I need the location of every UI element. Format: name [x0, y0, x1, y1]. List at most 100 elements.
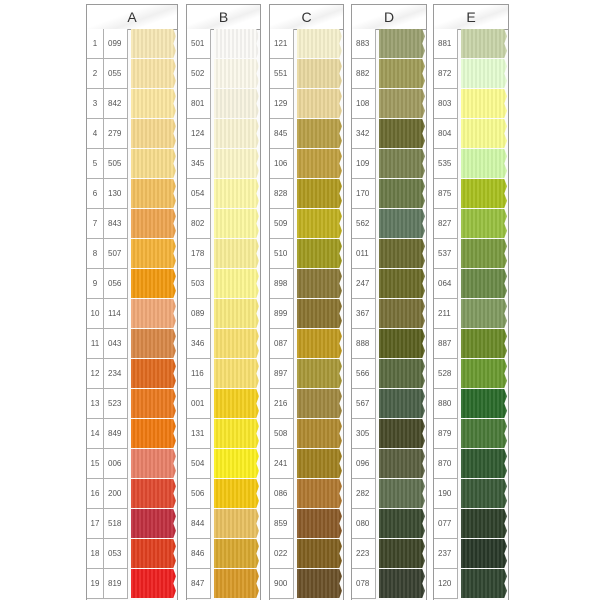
color-code: 551: [270, 59, 294, 89]
swatch-row: 367: [352, 299, 426, 329]
color-code: 847: [187, 569, 211, 599]
swatch-row: 881: [434, 29, 508, 59]
color-swatch: [297, 299, 342, 328]
swatch-row: 847: [187, 569, 260, 599]
label-cells: 14 849: [87, 419, 128, 449]
color-code: 879: [434, 419, 458, 449]
color-swatch: [461, 509, 507, 538]
color-swatch: [297, 119, 342, 148]
color-swatch: [379, 419, 425, 448]
swatch-row: 879: [434, 419, 508, 449]
color-swatch: [461, 119, 507, 148]
color-swatch: [131, 509, 176, 538]
color-code: 078: [352, 569, 376, 599]
swatch-row: 077: [434, 509, 508, 539]
label-cells: 108: [352, 89, 376, 119]
swatch-row: 12 234: [87, 359, 177, 389]
label-cells: 131: [187, 419, 211, 449]
label-cells: 870: [434, 449, 458, 479]
color-swatch: [214, 209, 259, 238]
color-swatch: [379, 329, 425, 358]
swatch-row: 872: [434, 59, 508, 89]
label-cells: 8 507: [87, 239, 128, 269]
color-swatch: [214, 299, 259, 328]
color-swatch: [461, 449, 507, 478]
label-cells: 054: [187, 179, 211, 209]
label-cells: 801: [187, 89, 211, 119]
color-code: 535: [434, 149, 458, 179]
color-code: 247: [352, 269, 376, 299]
label-cells: 022: [270, 539, 294, 569]
color-swatch: [297, 179, 342, 208]
color-swatch: [214, 389, 259, 418]
label-cells: 506: [187, 479, 211, 509]
color-swatch: [131, 119, 176, 148]
color-code: 801: [187, 89, 211, 119]
color-code: 802: [187, 209, 211, 239]
label-cells: 4 279: [87, 119, 128, 149]
row-number: 2: [87, 59, 104, 89]
color-code: 131: [187, 419, 211, 449]
label-cells: 888: [352, 329, 376, 359]
swatch-row: 898: [270, 269, 343, 299]
label-cells: 887: [434, 329, 458, 359]
label-cells: 087: [270, 329, 294, 359]
color-code: 241: [270, 449, 294, 479]
color-swatch: [297, 209, 342, 238]
color-swatch: [461, 329, 507, 358]
label-cells: 124: [187, 119, 211, 149]
swatch-row: 089: [187, 299, 260, 329]
row-number: 3: [87, 89, 104, 119]
label-cells: 178: [187, 239, 211, 269]
column-d: D 883 882 108 342 109 170 562 011 247 367 888 566 567…: [351, 4, 427, 600]
color-swatch: [379, 239, 425, 268]
color-swatch: [214, 119, 259, 148]
color-code: 804: [434, 119, 458, 149]
column-header: A: [87, 5, 177, 30]
label-cells: 120: [434, 569, 458, 599]
label-cells: 508: [270, 419, 294, 449]
swatch-row: 3 842: [87, 89, 177, 119]
swatch-row: 7 843: [87, 209, 177, 239]
color-swatch: [297, 479, 342, 508]
column-e: E 881 872 803 804 535 875 827 537 064 211 887 528 880…: [433, 4, 509, 600]
label-cells: 509: [270, 209, 294, 239]
color-code: 011: [352, 239, 376, 269]
color-swatch: [131, 209, 176, 238]
color-code: 170: [352, 179, 376, 209]
swatch-row: 827: [434, 209, 508, 239]
swatch-row: 1 099: [87, 29, 177, 59]
color-code: 178: [187, 239, 211, 269]
color-code: 897: [270, 359, 294, 389]
swatch-row: 054: [187, 179, 260, 209]
label-cells: 567: [352, 389, 376, 419]
color-code: 006: [104, 449, 128, 479]
swatch-row: 106: [270, 149, 343, 179]
color-code: 881: [434, 29, 458, 59]
color-swatch: [214, 449, 259, 478]
swatch-row: 506: [187, 479, 260, 509]
color-swatch: [297, 449, 342, 478]
label-cells: 510: [270, 239, 294, 269]
color-swatch: [131, 239, 176, 268]
swatch-row: 562: [352, 209, 426, 239]
swatch-row: 18 053: [87, 539, 177, 569]
label-cells: 502: [187, 59, 211, 89]
swatch-row: 078: [352, 569, 426, 599]
color-code: 109: [352, 149, 376, 179]
color-swatch: [131, 29, 176, 58]
column-c: C 121 551 129 845 106 828 509 510 898 899 087 897 216…: [269, 4, 344, 600]
swatch-row: 9 056: [87, 269, 177, 299]
color-code: 509: [270, 209, 294, 239]
row-number: 15: [87, 449, 104, 479]
color-swatch: [461, 359, 507, 388]
label-cells: 109: [352, 149, 376, 179]
column-header: E: [434, 5, 508, 30]
swatch-row: 14 849: [87, 419, 177, 449]
color-swatch: [214, 29, 259, 58]
row-number: 16: [87, 479, 104, 509]
color-code: 875: [434, 179, 458, 209]
swatch-row: 109: [352, 149, 426, 179]
color-swatch: [131, 149, 176, 178]
color-code: 528: [434, 359, 458, 389]
